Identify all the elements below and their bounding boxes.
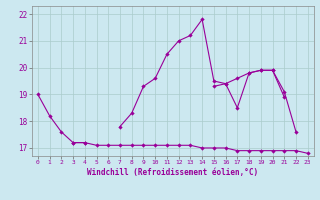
X-axis label: Windchill (Refroidissement éolien,°C): Windchill (Refroidissement éolien,°C) — [87, 168, 258, 177]
